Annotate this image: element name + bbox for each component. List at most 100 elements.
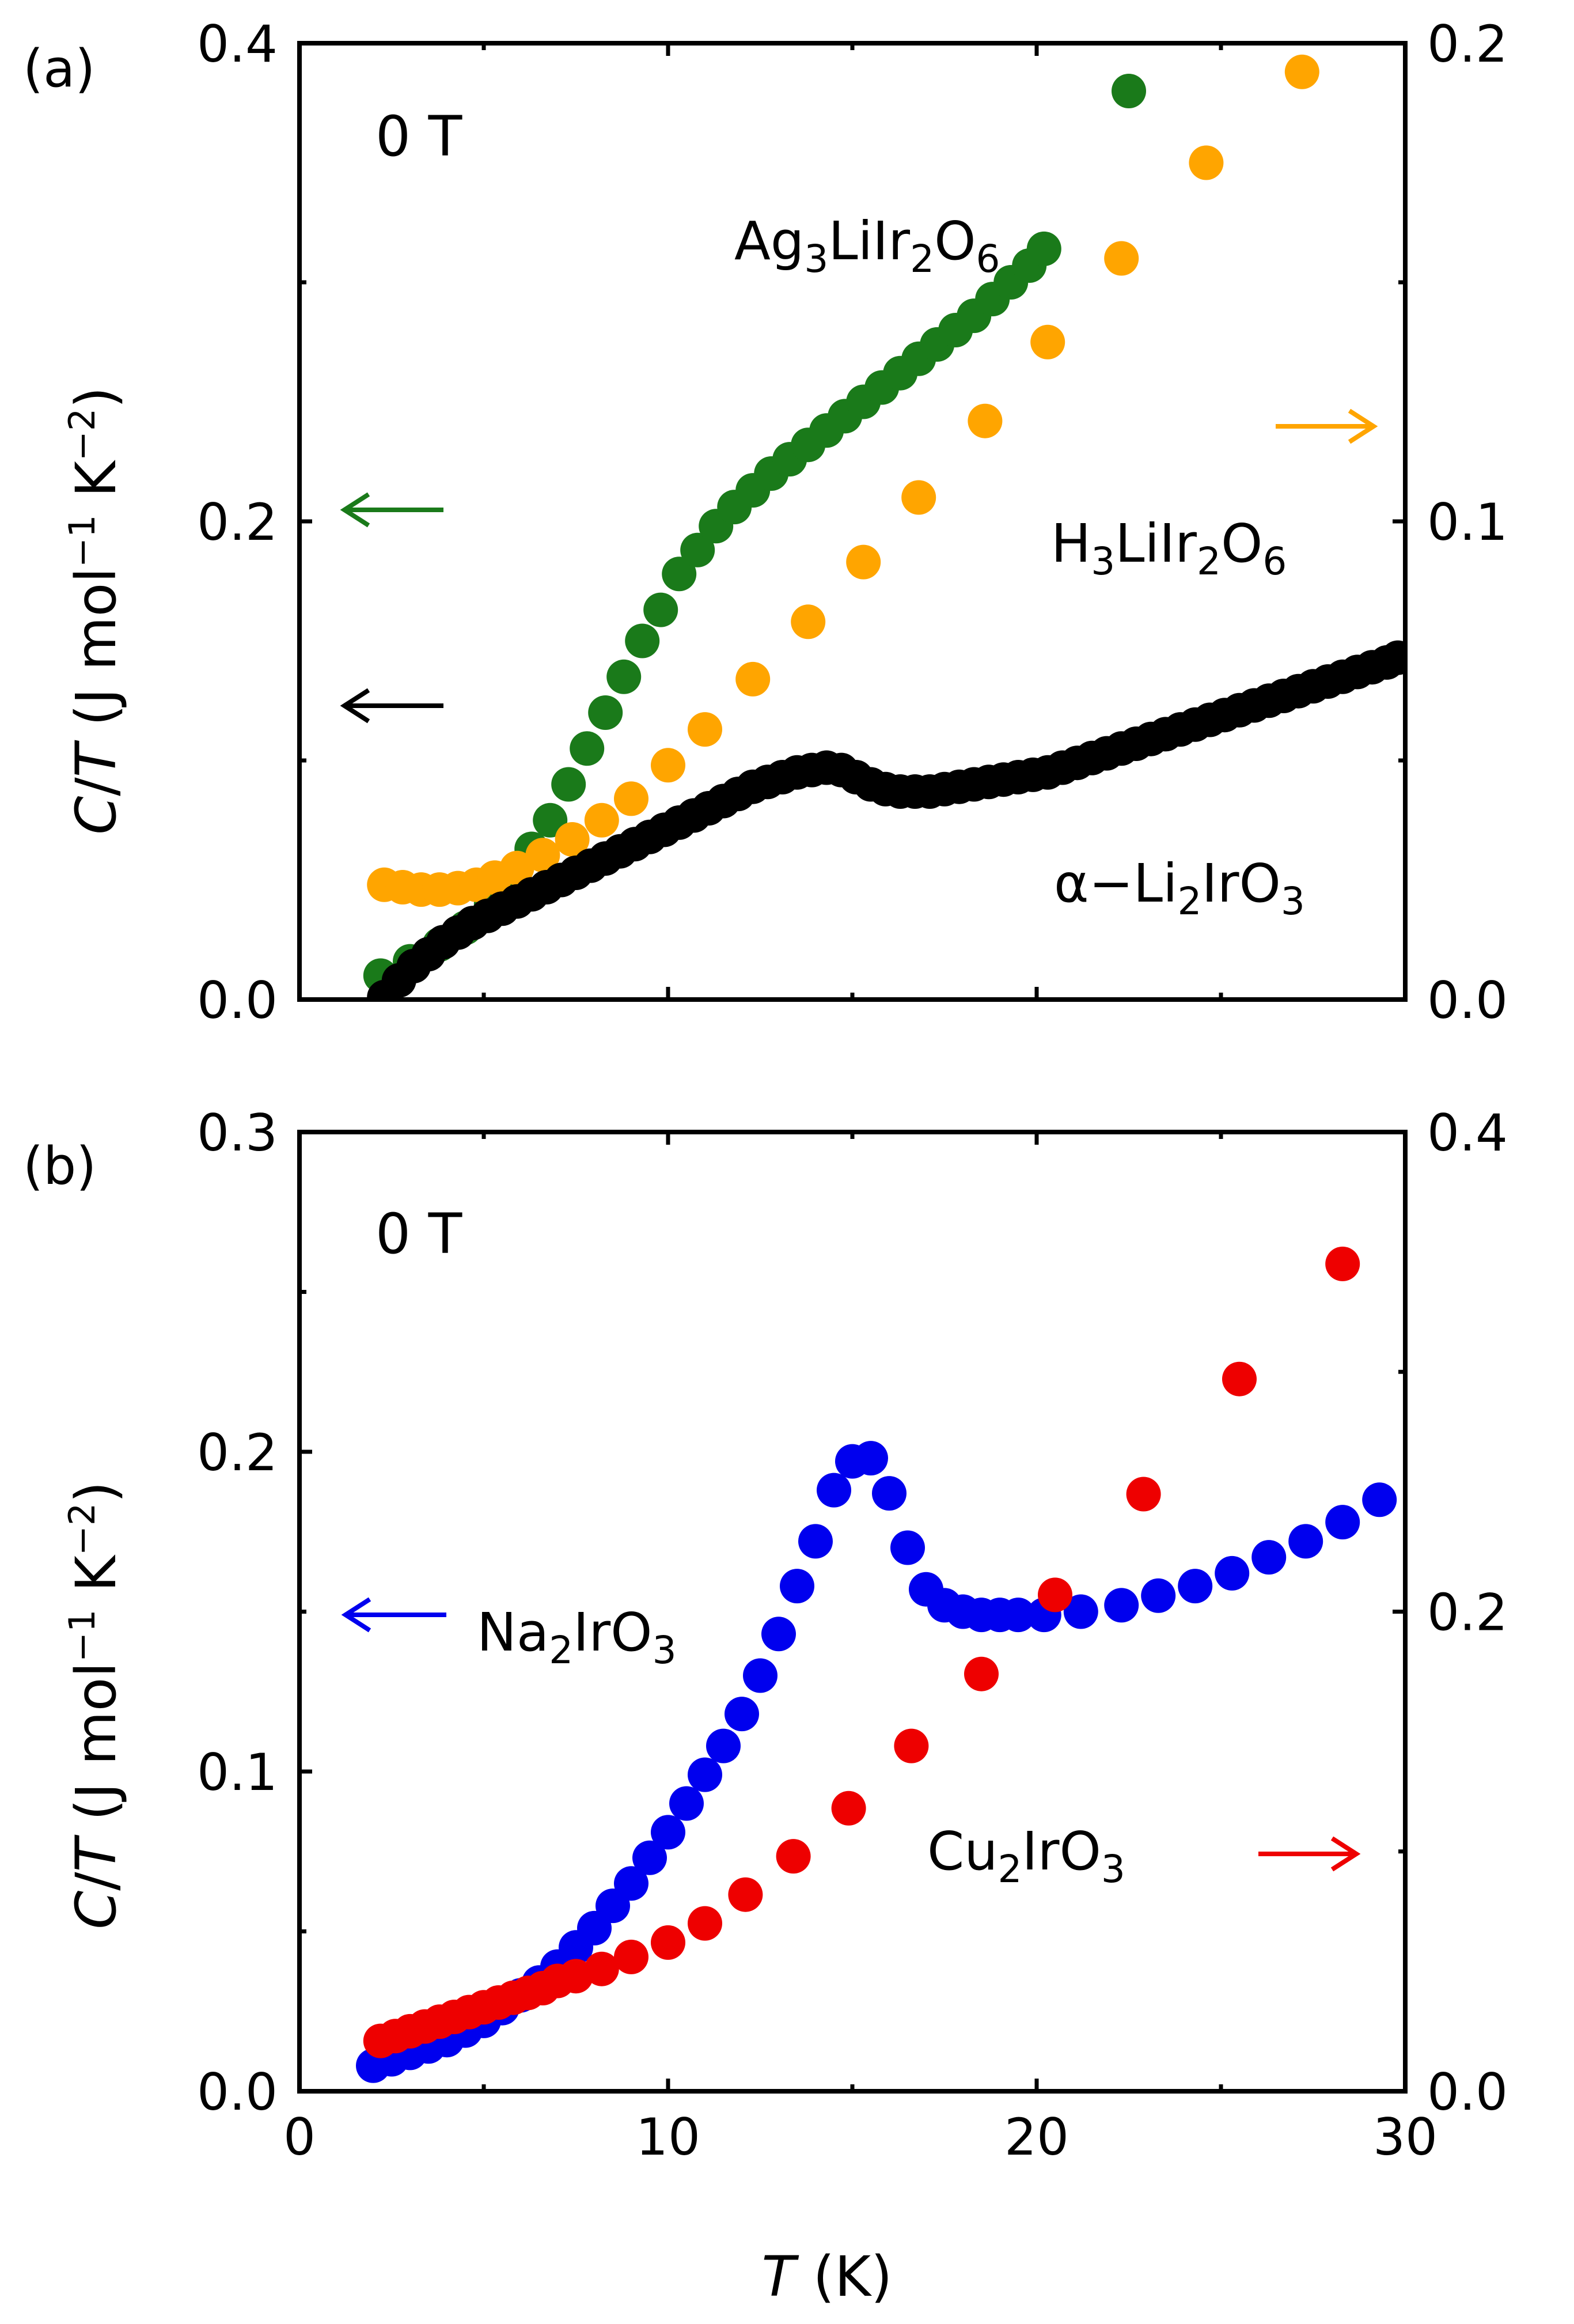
panel-b-label: (b) bbox=[23, 1136, 96, 1197]
data-point bbox=[1325, 1246, 1360, 1281]
data-point bbox=[1207, 0, 1242, 13]
data-point bbox=[1325, 1505, 1360, 1540]
y-left-tick-label: 0.1 bbox=[197, 1743, 278, 1802]
series-cu2iro3 bbox=[363, 1246, 1360, 2058]
panel-b-data-points bbox=[356, 1246, 1397, 2083]
data-point bbox=[1222, 1361, 1257, 1396]
data-point bbox=[584, 1951, 619, 1986]
data-point bbox=[1215, 1555, 1250, 1591]
data-point bbox=[728, 1877, 763, 1912]
data-point bbox=[588, 695, 623, 730]
y-left-tick-label: 0.4 bbox=[197, 14, 278, 74]
axes-frame bbox=[297, 1130, 1408, 2094]
series-alpha-li2iro3 bbox=[367, 640, 1405, 1000]
data-point bbox=[791, 604, 826, 639]
data-point bbox=[632, 1840, 667, 1875]
x-tick-label: 20 bbox=[1004, 2107, 1069, 2167]
data-point bbox=[894, 1728, 929, 1763]
data-point bbox=[625, 623, 660, 658]
plot-area bbox=[363, 0, 1405, 1000]
data-point bbox=[570, 731, 605, 766]
panel-b-ylabel: C/T (J mol−1 K−2) bbox=[61, 1481, 128, 1929]
panel-b: 0 10 20 300.00.10.20.30.00.20.4 (b) 0 T C/T… bbox=[23, 1103, 1508, 2309]
data-point bbox=[1288, 1524, 1323, 1559]
data-point bbox=[743, 1658, 777, 1693]
panel-a-field-label: 0 T bbox=[376, 104, 462, 169]
data-point bbox=[525, 838, 560, 873]
data-point bbox=[680, 532, 715, 567]
data-point bbox=[499, 850, 534, 885]
arrow-left-ag3liir2o6 bbox=[340, 492, 443, 528]
data-point bbox=[1063, 1594, 1098, 1629]
data-point bbox=[964, 1656, 999, 1691]
data-point bbox=[706, 1728, 741, 1763]
data-point bbox=[584, 803, 619, 838]
data-point bbox=[872, 1476, 907, 1511]
panel-b-axes: 0 10 20 300.00.10.20.30.00.20.4 bbox=[197, 1103, 1508, 2167]
data-point bbox=[1104, 1588, 1139, 1623]
data-point bbox=[1026, 231, 1061, 266]
data-point bbox=[1189, 145, 1224, 180]
panel-a: 0.0 0.2 0.4 0.0 0.1 0.2 (a) 0 T C/T (J mol−1 … bbox=[23, 0, 1508, 1030]
data-point bbox=[1178, 1569, 1213, 1604]
data-point bbox=[725, 1697, 759, 1732]
y-right-tick-label: 0.4 bbox=[1427, 1103, 1508, 1163]
data-point bbox=[643, 592, 678, 627]
data-point bbox=[1038, 1577, 1072, 1613]
data-point bbox=[1001, 1598, 1036, 1633]
data-point bbox=[555, 822, 590, 857]
x-tick-label: 0 bbox=[283, 2107, 316, 2167]
x-tick-label: 30 bbox=[1373, 2107, 1438, 2167]
data-point bbox=[551, 767, 586, 802]
y-left-tick-label: 0.3 bbox=[197, 1103, 278, 1163]
data-point bbox=[776, 1839, 811, 1874]
data-point bbox=[651, 1815, 685, 1850]
data-point bbox=[606, 659, 642, 694]
panel-a-ylabel: C/T (J mol−1 K−2) bbox=[61, 387, 128, 834]
data-point bbox=[761, 1617, 796, 1652]
series-label-na2iro3: Na2IrO3 bbox=[477, 1602, 677, 1672]
arrow-left-na2iro3 bbox=[341, 1597, 446, 1633]
data-point bbox=[1380, 640, 1405, 675]
data-point bbox=[1251, 1540, 1287, 1575]
y-right-tick-label: 0.2 bbox=[1427, 14, 1508, 74]
data-point bbox=[831, 1791, 866, 1826]
y-right-tick-label: 0.2 bbox=[1427, 1583, 1508, 1642]
data-point bbox=[688, 1757, 722, 1792]
data-point bbox=[780, 1569, 814, 1604]
data-point bbox=[614, 781, 648, 816]
y-left-tick-label: 0.2 bbox=[197, 1423, 278, 1482]
data-point bbox=[890, 1530, 925, 1565]
data-point bbox=[1104, 241, 1139, 276]
panel-a-axes: 0.0 0.2 0.4 0.0 0.1 0.2 bbox=[197, 14, 1508, 1030]
data-point bbox=[669, 1786, 704, 1821]
y-right-tick-label: 0.1 bbox=[1427, 493, 1508, 552]
arrow-right-cu2iro3 bbox=[1258, 1836, 1361, 1872]
data-point bbox=[614, 1866, 648, 1901]
data-point bbox=[1112, 74, 1146, 108]
y-left-tick-label: 0.0 bbox=[197, 971, 278, 1030]
series-label-alpha-li2iro3: α−Li2IrO3 bbox=[1054, 853, 1305, 923]
data-point bbox=[968, 403, 1003, 438]
data-point bbox=[735, 661, 771, 697]
data-point bbox=[1284, 54, 1319, 89]
data-point bbox=[901, 480, 936, 515]
plot-area bbox=[356, 1246, 1397, 2083]
series-label-h3liir2o6: H3LiIr2O6 bbox=[1051, 513, 1287, 584]
data-point bbox=[688, 1906, 722, 1941]
y-right-tick-label: 0.0 bbox=[1427, 2062, 1508, 2122]
series-label-ag3liir2o6: Ag3LiIr2O6 bbox=[734, 210, 1000, 281]
panel-a-label: (a) bbox=[23, 39, 95, 99]
data-point bbox=[1141, 1578, 1176, 1613]
x-axis-title: T (K) bbox=[761, 2244, 892, 2309]
data-point bbox=[651, 1925, 685, 1960]
arrow-left-li2iro3 bbox=[340, 688, 443, 724]
data-point bbox=[798, 1524, 833, 1559]
data-point bbox=[662, 557, 697, 592]
data-point bbox=[1362, 1482, 1397, 1517]
panel-a-data-points bbox=[363, 0, 1405, 1000]
data-point bbox=[854, 1441, 888, 1476]
series-h3liir2o6 bbox=[367, 54, 1319, 907]
data-point bbox=[688, 712, 722, 747]
